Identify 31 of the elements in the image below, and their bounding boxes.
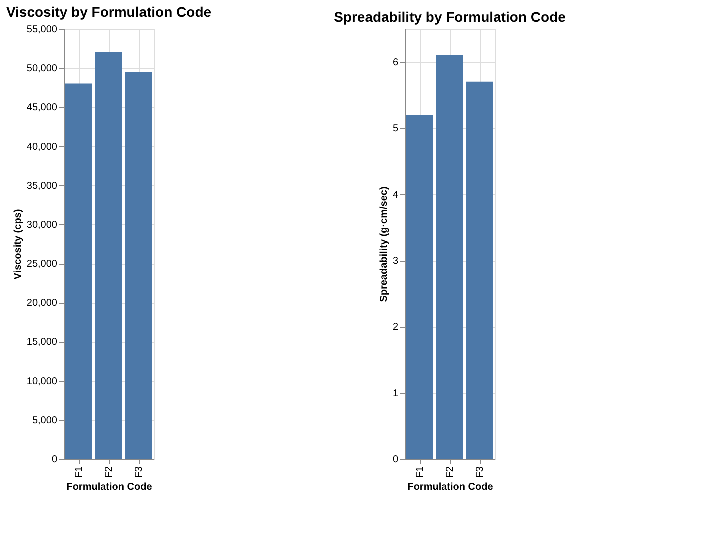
y-tick-label: 5,000	[32, 415, 58, 426]
x-axis-title: Formulation Code	[408, 482, 494, 494]
y-tick-label: 0	[392, 454, 399, 466]
y-tick-label: 30,000	[26, 220, 58, 231]
y-tick-label: 35,000	[26, 180, 58, 192]
x-tick-label: F2	[445, 466, 456, 478]
y-tick-label: 3	[392, 256, 399, 268]
y-tick-label: 25,000	[26, 259, 58, 270]
y-tick-label: 2	[392, 322, 399, 334]
x-tick-label: F1	[415, 466, 426, 478]
y-tick-label: 15,000	[26, 337, 58, 348]
y-tick-label: 10,000	[26, 376, 58, 388]
x-tick-label: F2	[104, 466, 115, 478]
y-tick-label: 20,000	[26, 298, 58, 310]
y-axis-title: Viscosity (cps)	[12, 209, 24, 280]
x-axis-title: Formulation Code	[66, 482, 153, 494]
x-tick-label: F1	[74, 466, 85, 478]
y-axis-title: Spreadability (g·cm/sec)	[378, 186, 390, 302]
y-tick-label: 5	[392, 124, 399, 135]
y-tick-label: 50,000	[26, 64, 58, 75]
chart-title: Viscosity by Formulation Code	[6, 4, 212, 20]
y-tick-label: 4	[392, 190, 399, 201]
y-tick-label: 45,000	[26, 102, 58, 114]
y-tick-label: 1	[392, 388, 399, 400]
y-tick-label: 0	[52, 454, 58, 466]
y-tick-label: 6	[392, 58, 399, 69]
y-tick-label: 40,000	[26, 142, 58, 153]
x-tick-label: F3	[475, 466, 486, 478]
x-tick-label: F3	[134, 466, 145, 478]
chart-title: Spreadability by Formulation Code	[334, 9, 566, 25]
y-tick-label: 55,000	[26, 24, 58, 36]
